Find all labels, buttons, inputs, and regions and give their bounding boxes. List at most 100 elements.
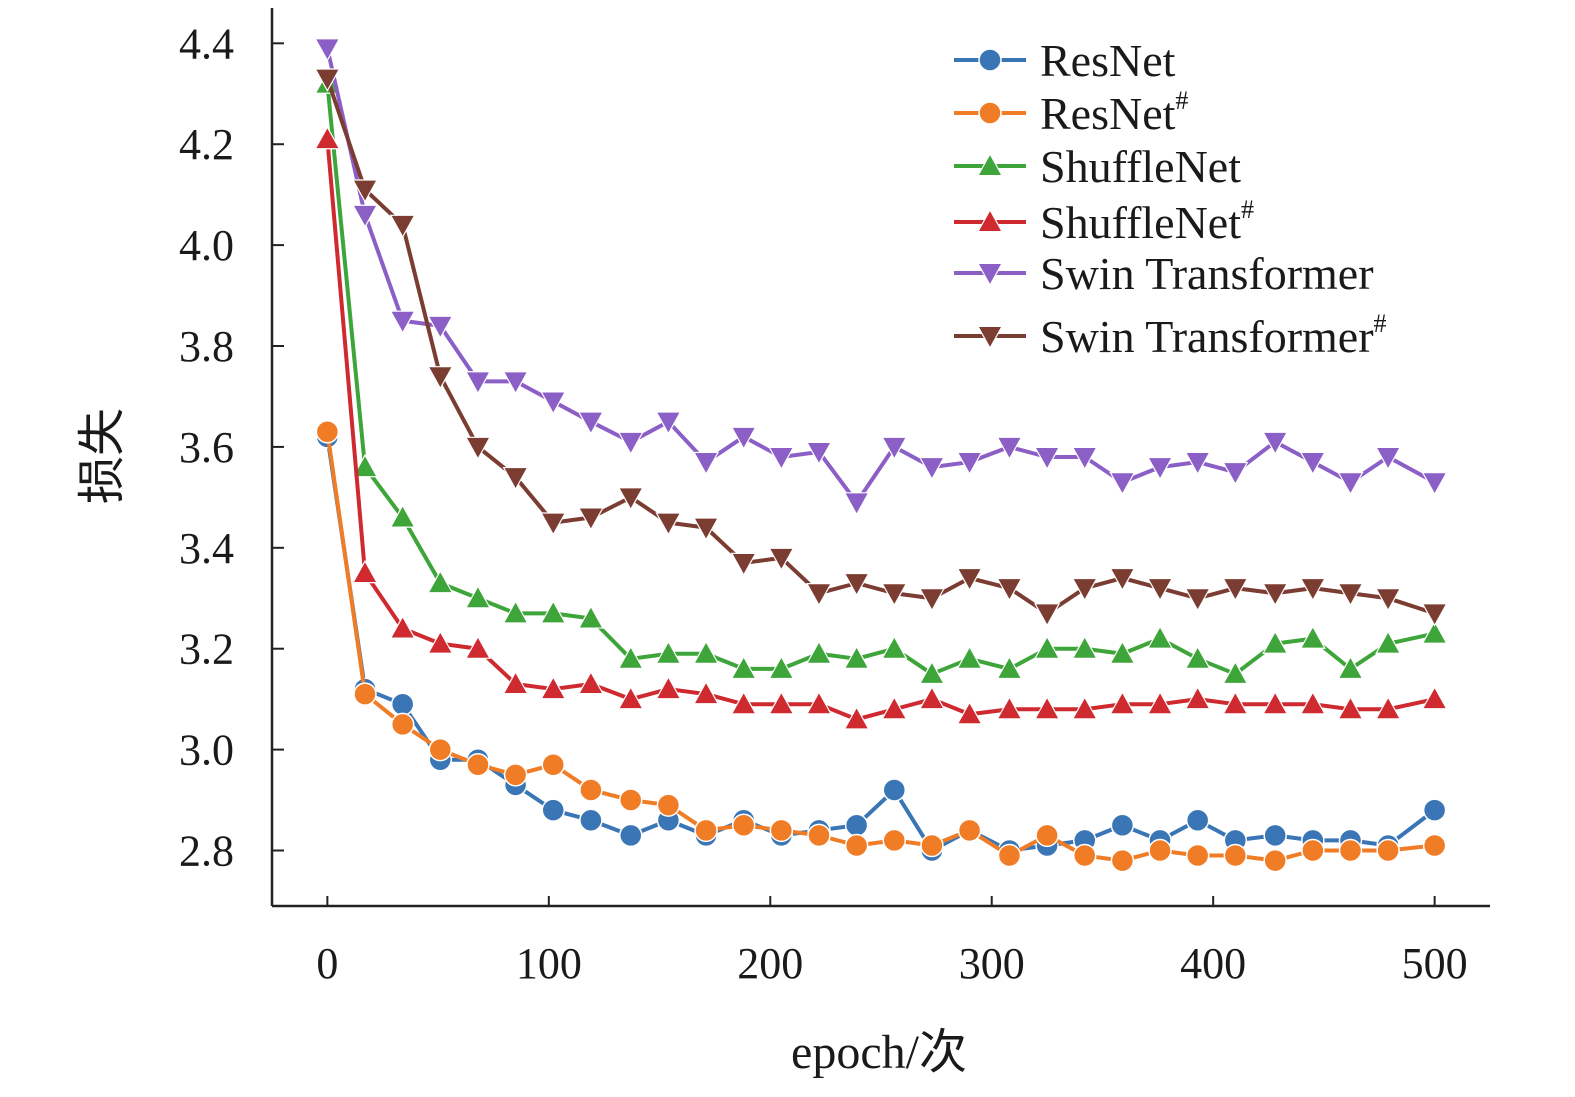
data-point <box>464 371 491 395</box>
data-point <box>541 752 565 777</box>
data-point <box>1071 577 1098 602</box>
data-point <box>1375 446 1402 471</box>
data-point <box>1184 685 1211 710</box>
series-1 <box>315 420 1447 873</box>
series-4 <box>314 38 1448 516</box>
data-point <box>502 600 529 624</box>
x-tick-label: 400 <box>1180 939 1246 988</box>
data-point <box>694 818 718 843</box>
data-point <box>1299 625 1326 649</box>
x-axis-title: epoch/次 <box>791 1026 967 1079</box>
data-point <box>389 310 416 335</box>
series-line <box>325 83 1436 676</box>
data-point <box>881 696 908 720</box>
series-line <box>325 138 1436 722</box>
data-point <box>805 441 833 466</box>
data-point <box>617 487 644 511</box>
data-point <box>1184 645 1211 669</box>
data-point <box>1299 577 1326 602</box>
data-point <box>655 512 682 536</box>
series-2 <box>314 70 1448 685</box>
data-point <box>843 572 870 597</box>
data-point <box>351 453 379 478</box>
data-point <box>1421 603 1448 627</box>
data-point <box>1109 567 1136 592</box>
x-tick-label: 300 <box>959 939 1025 988</box>
data-point <box>1072 843 1097 868</box>
data-point <box>655 675 682 700</box>
y-tick-label: 4.4 <box>179 19 234 68</box>
y-tick-label: 2.8 <box>179 827 234 876</box>
data-point <box>1337 655 1364 680</box>
data-point <box>540 600 567 624</box>
data-point <box>1299 451 1326 476</box>
data-point <box>427 315 454 340</box>
data-point <box>693 517 720 541</box>
data-point <box>389 615 416 639</box>
data-point <box>389 214 416 239</box>
data-point <box>1337 472 1364 496</box>
data-point <box>655 640 682 664</box>
legend-superscript: # <box>1175 86 1188 115</box>
data-point <box>1222 461 1249 486</box>
data-point <box>1222 690 1249 715</box>
data-point <box>920 833 944 858</box>
data-point <box>1034 603 1061 627</box>
data-point <box>844 833 869 858</box>
data-point <box>466 752 490 777</box>
data-point <box>1185 808 1210 832</box>
data-point <box>1184 588 1211 612</box>
y-axis-title: 损失 <box>76 408 129 504</box>
data-point <box>1421 620 1448 644</box>
legend-marker <box>976 325 1004 350</box>
series-5 <box>314 68 1448 627</box>
data-point <box>1110 813 1135 838</box>
data-point <box>540 391 567 415</box>
data-point <box>1422 798 1447 822</box>
data-point <box>1034 635 1061 659</box>
data-point <box>541 798 565 822</box>
data-point <box>807 823 831 848</box>
data-point <box>1147 456 1174 481</box>
data-point <box>1338 838 1363 863</box>
data-point <box>1184 451 1211 476</box>
data-point <box>769 818 794 843</box>
data-point <box>351 204 379 229</box>
data-point <box>427 630 454 654</box>
data-point <box>1222 577 1249 602</box>
legend-marker <box>976 262 1004 287</box>
data-point <box>918 456 945 481</box>
data-point <box>619 823 643 848</box>
data-point <box>843 706 870 730</box>
data-point <box>617 685 644 710</box>
data-point <box>390 692 415 716</box>
data-point <box>502 466 529 491</box>
data-point <box>768 547 795 572</box>
data-point <box>881 635 908 659</box>
data-point <box>730 655 757 680</box>
data-point <box>956 567 983 592</box>
data-point <box>844 813 869 838</box>
data-point <box>1034 696 1061 720</box>
data-point <box>1421 472 1448 496</box>
data-point <box>693 451 720 476</box>
data-point <box>997 843 1022 868</box>
data-point <box>1185 843 1210 868</box>
x-tick-label: 200 <box>737 939 803 988</box>
legend-label: ResNet <box>1040 35 1176 86</box>
data-point <box>768 655 795 680</box>
data-point <box>1262 431 1289 456</box>
data-point <box>1109 690 1136 715</box>
series-3 <box>314 125 1448 730</box>
data-point <box>918 660 945 685</box>
data-point <box>918 588 945 612</box>
data-point <box>956 701 983 725</box>
data-point <box>956 645 983 669</box>
data-point <box>314 125 341 150</box>
data-point <box>464 585 491 609</box>
data-point <box>805 640 833 664</box>
data-point <box>843 492 870 516</box>
data-point <box>843 645 870 669</box>
data-point <box>1262 630 1289 654</box>
